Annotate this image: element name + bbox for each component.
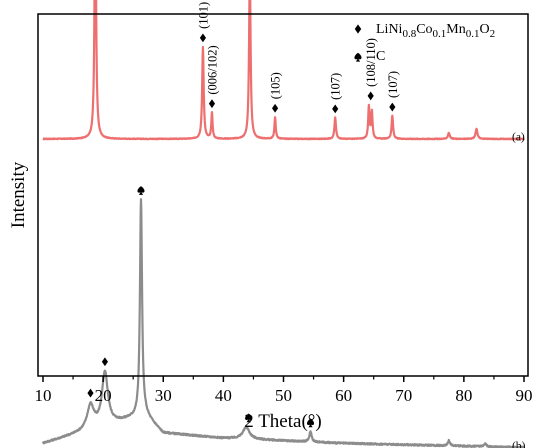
peak-marker-layer: (003)(101)(006/102)(104)(105)(107)(108/1… [87, 2, 400, 428]
peak-marker-b-3 [245, 413, 253, 423]
x-tick-label-70: 70 [395, 386, 412, 405]
x-tick-label-30: 30 [155, 386, 172, 405]
peak-label-4: (105) [269, 72, 283, 99]
series-tag-a: (a) [512, 132, 525, 144]
series-tag-b: (b) [512, 440, 526, 448]
y-axis-title: Intensity [8, 161, 29, 228]
x-tick-label-20: 20 [95, 386, 112, 405]
x-tick-label-80: 80 [455, 386, 472, 405]
peak-label-7: (107) [386, 71, 400, 98]
x-tick-label-10: 10 [35, 386, 52, 405]
x-tick-label-40: 40 [215, 386, 232, 405]
legend-label-0: LiNi0.8Co0.1Mn0.1O2 [376, 22, 495, 40]
peak-label-6: (108/110) [364, 38, 378, 87]
legend: LiNi0.8Co0.1Mn0.1O2 C [354, 22, 495, 64]
peak-marker-a-1 [199, 33, 207, 43]
peak-label-2: (006/102) [205, 45, 219, 94]
peak-marker-a-7 [389, 102, 396, 112]
peak-label-1: (101) [196, 2, 210, 29]
legend-marker-0 [354, 24, 362, 34]
series-line-a [42, 0, 525, 141]
peak-label-5: (107) [329, 73, 343, 100]
peak-marker-b-1 [101, 357, 109, 367]
x-tick-label-60: 60 [335, 386, 352, 405]
peak-marker-a-2 [208, 99, 216, 109]
series-line-b [41, 198, 525, 448]
peak-marker-b-4 [307, 418, 315, 428]
series-layer: (a) (b) [41, 0, 526, 448]
peak-marker-a-5 [332, 104, 339, 114]
peak-marker-a-4 [272, 103, 279, 113]
legend-label-1: C [376, 49, 385, 64]
legend-marker-1 [354, 52, 362, 62]
x-axis-title: 2 Theta(°) [244, 411, 321, 432]
x-tick-label-90: 90 [516, 386, 533, 405]
peak-marker-a-6 [367, 91, 374, 101]
x-tick-label-50: 50 [275, 386, 292, 405]
tick-layer: 10 20 30 40 50 60 70 80 90 [35, 376, 533, 405]
peak-marker-b-0 [87, 388, 94, 398]
peak-marker-b-2 [137, 186, 145, 195]
